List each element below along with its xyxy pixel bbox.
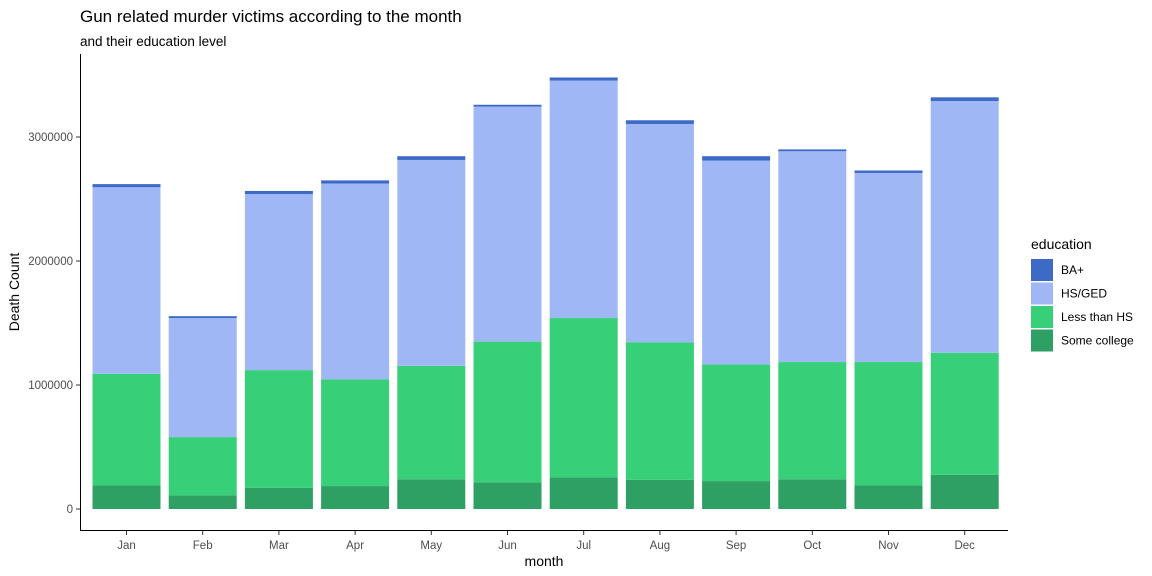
bar-segment-sep-less-than-hs xyxy=(702,364,771,482)
bar-segment-jul-hs-ged xyxy=(549,80,618,319)
legend: BA+ HS/GED Less than HS Some college xyxy=(1031,259,1134,352)
bar-segment-aug-less-than-hs xyxy=(625,342,694,480)
y-tick-label: 0 xyxy=(67,504,73,516)
bar-segment-dec-some-college xyxy=(930,474,999,509)
bar-segment-dec-hs-ged xyxy=(930,101,999,353)
bar-segment-apr-hs-ged xyxy=(321,183,390,380)
bar-segment-jun-ba- xyxy=(473,104,542,107)
bar-segment-jul-ba- xyxy=(549,77,618,81)
x-axis-title: month xyxy=(525,553,564,569)
bar-segment-dec-ba- xyxy=(930,97,999,102)
bar-segment-sep-ba- xyxy=(702,156,771,161)
bar-segment-aug-some-college xyxy=(625,479,694,509)
y-ticks-group: 0 1000000 2000000 3000000 xyxy=(28,132,80,516)
bar-segment-jan-hs-ged xyxy=(92,187,161,374)
bar-segment-may-less-than-hs xyxy=(397,365,466,480)
chart-subtitle: and their education level xyxy=(80,34,226,49)
bar-segment-oct-hs-ged xyxy=(778,151,847,363)
legend-title: education xyxy=(1031,236,1092,252)
bar-segment-apr-less-than-hs xyxy=(321,379,390,487)
x-tick-label-apr: Apr xyxy=(346,540,364,552)
x-tick-label-jul: Jul xyxy=(576,540,591,552)
x-tick-label-sep: Sep xyxy=(726,540,746,552)
y-tick-label: 1000000 xyxy=(28,380,73,392)
legend-key-hs-ged xyxy=(1031,282,1053,305)
x-tick-label-nov: Nov xyxy=(878,540,899,552)
legend-label: HS/GED xyxy=(1061,287,1107,301)
y-axis-title: Death Count xyxy=(6,253,22,332)
x-tick-label-may: May xyxy=(420,540,442,552)
bar-segment-jun-some-college xyxy=(473,482,542,509)
bar-segment-may-some-college xyxy=(397,479,466,509)
bar-segment-sep-hs-ged xyxy=(702,160,771,365)
x-tick-label-jan: Jan xyxy=(117,540,136,552)
y-tick-label: 3000000 xyxy=(28,132,73,144)
bar-segment-may-ba- xyxy=(397,156,466,160)
bar-segment-jun-hs-ged xyxy=(473,106,542,342)
bar-segment-oct-some-college xyxy=(778,479,847,509)
bar-segment-feb-ba- xyxy=(168,316,237,319)
x-tick-label-aug: Aug xyxy=(650,540,670,552)
bars-group xyxy=(92,77,999,509)
y-tick-label: 2000000 xyxy=(28,256,73,268)
bar-segment-jan-less-than-hs xyxy=(92,373,161,486)
bar-segment-sep-some-college xyxy=(702,481,771,509)
bar-segment-nov-ba- xyxy=(854,170,923,173)
x-tick-label-dec: Dec xyxy=(954,540,975,552)
bar-segment-oct-ba- xyxy=(778,149,847,152)
bar-segment-feb-some-college xyxy=(168,495,237,509)
bar-segment-jul-some-college xyxy=(549,477,618,509)
bar-segment-nov-less-than-hs xyxy=(854,362,923,486)
bar-segment-mar-ba- xyxy=(244,190,313,195)
bar-segment-mar-some-college xyxy=(244,487,313,509)
bar-segment-feb-less-than-hs xyxy=(168,437,237,496)
bar-segment-mar-less-than-hs xyxy=(244,370,313,488)
bar-segment-apr-ba- xyxy=(321,180,390,184)
legend-key-some-college xyxy=(1031,329,1053,352)
x-tick-label-oct: Oct xyxy=(803,540,822,552)
legend-key-less-than-hs xyxy=(1031,306,1053,328)
bar-segment-apr-some-college xyxy=(321,486,390,509)
x-tick-label-feb: Feb xyxy=(193,540,213,552)
bar-segment-feb-hs-ged xyxy=(168,318,237,438)
bar-segment-aug-ba- xyxy=(625,120,694,124)
bar-segment-mar-hs-ged xyxy=(244,194,313,371)
bar-segment-jun-less-than-hs xyxy=(473,341,542,483)
legend-label: Less than HS xyxy=(1061,310,1133,324)
chart-title: Gun related murder victims according to … xyxy=(80,7,462,26)
bar-segment-aug-hs-ged xyxy=(625,123,694,343)
bar-segment-oct-less-than-hs xyxy=(778,362,847,480)
bar-segment-dec-less-than-hs xyxy=(930,352,999,475)
bar-segment-jul-less-than-hs xyxy=(549,318,618,478)
bar-segment-jan-some-college xyxy=(92,485,161,509)
bar-segment-nov-hs-ged xyxy=(854,172,923,363)
legend-label: BA+ xyxy=(1061,263,1084,277)
x-ticks-group: Jan Feb Mar Apr May Jun Jul Aug Sep Oct Nov Dec xyxy=(117,531,975,552)
x-tick-label-jun: Jun xyxy=(498,540,517,552)
x-tick-label-mar: Mar xyxy=(269,540,289,552)
legend-label: Some college xyxy=(1061,334,1134,348)
bar-segment-may-hs-ged xyxy=(397,159,466,366)
bar-segment-nov-some-college xyxy=(854,485,923,509)
legend-key-ba- xyxy=(1031,259,1053,281)
bar-segment-jan-ba- xyxy=(92,184,161,188)
